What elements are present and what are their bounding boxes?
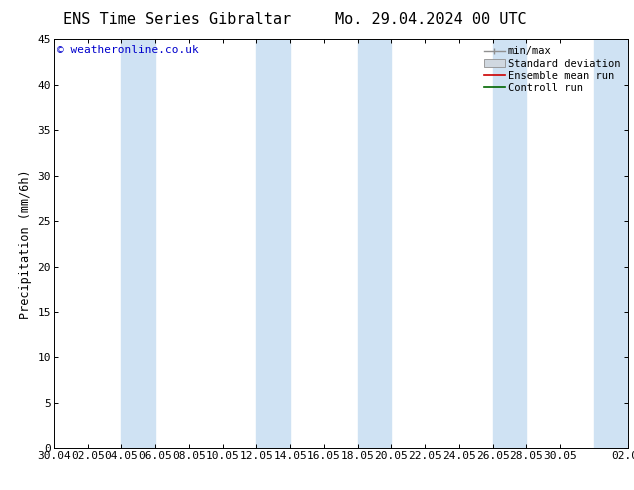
- Bar: [594, 39, 628, 448]
- Bar: [121, 39, 155, 448]
- Text: © weatheronline.co.uk: © weatheronline.co.uk: [57, 46, 198, 55]
- Legend: min/max, Standard deviation, Ensemble mean run, Controll run: min/max, Standard deviation, Ensemble me…: [482, 45, 623, 95]
- Y-axis label: Precipitation (mm/6h): Precipitation (mm/6h): [19, 169, 32, 318]
- Bar: [358, 39, 391, 448]
- Bar: [493, 39, 526, 448]
- Text: Mo. 29.04.2024 00 UTC: Mo. 29.04.2024 00 UTC: [335, 12, 527, 27]
- Bar: [256, 39, 290, 448]
- Text: ENS Time Series Gibraltar: ENS Time Series Gibraltar: [63, 12, 292, 27]
